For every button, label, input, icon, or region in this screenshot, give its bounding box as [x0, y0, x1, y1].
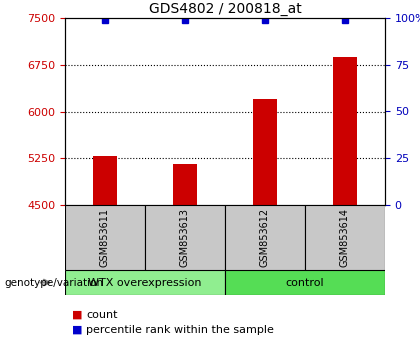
Text: control: control: [286, 278, 324, 287]
Bar: [253, 99, 277, 205]
Text: WTX overexpression: WTX overexpression: [88, 278, 202, 287]
Text: ■: ■: [73, 310, 83, 320]
Text: genotype/variation: genotype/variation: [4, 278, 103, 287]
Text: GSM853614: GSM853614: [340, 208, 350, 267]
Title: GDS4802 / 200818_at: GDS4802 / 200818_at: [149, 1, 302, 16]
Text: GSM853612: GSM853612: [260, 208, 270, 267]
Bar: [65, 270, 225, 295]
Bar: [65, 205, 145, 270]
Bar: [173, 165, 197, 205]
Bar: [225, 205, 305, 270]
Bar: [333, 57, 357, 205]
Text: GSM853613: GSM853613: [180, 208, 190, 267]
Bar: [145, 205, 225, 270]
Text: GSM853611: GSM853611: [100, 208, 110, 267]
Text: count: count: [86, 310, 118, 320]
Bar: [225, 270, 385, 295]
Bar: [305, 205, 385, 270]
Text: ■: ■: [73, 325, 83, 335]
Text: percentile rank within the sample: percentile rank within the sample: [86, 325, 274, 335]
Bar: [93, 156, 117, 205]
